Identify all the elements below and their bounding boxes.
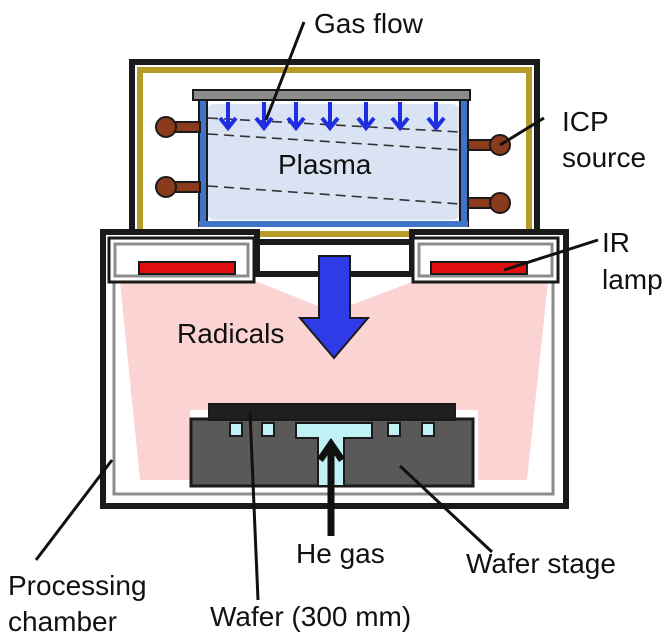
radical-glow bbox=[120, 282, 548, 480]
quartz-tube-left-wall bbox=[198, 97, 208, 227]
gas-flow-label: Gas flow bbox=[314, 8, 424, 39]
gas-flow-leader bbox=[264, 21, 306, 121]
leader-lines bbox=[34, 21, 599, 601]
gas-inlet-arrows bbox=[218, 102, 446, 132]
wafer-stage-label: Wafer stage bbox=[466, 548, 616, 579]
ir-lamp-right bbox=[411, 236, 560, 284]
he-gas-label: He gas bbox=[296, 538, 385, 569]
ir-lamp-label-line2: lamp bbox=[602, 264, 663, 295]
icp-source-label-line2: source bbox=[562, 142, 646, 173]
wafer-stage-leader bbox=[398, 464, 494, 554]
tube-top-lid bbox=[192, 89, 471, 101]
chamber-leader bbox=[34, 459, 114, 561]
plasma-boundary-dashed bbox=[207, 117, 461, 205]
wafer-leader bbox=[248, 411, 260, 601]
ir-lamp-left bbox=[107, 236, 256, 284]
ir-lamp-label-line1: IR bbox=[602, 227, 630, 258]
processing-chamber-label-line2: chamber bbox=[8, 606, 117, 636]
radical-flow-arrow bbox=[297, 255, 371, 360]
icp-source-leader bbox=[499, 116, 545, 147]
plasma-label: Plasma bbox=[278, 149, 372, 180]
plasma-tube bbox=[192, 89, 471, 227]
ir-lamp-leader bbox=[503, 238, 599, 272]
processing-chamber-label-line1: Processing bbox=[8, 570, 147, 601]
icp-source-label-line1: ICP bbox=[562, 106, 609, 137]
plasma-region bbox=[207, 104, 460, 220]
icp-coil bbox=[155, 116, 511, 214]
radicals-label: Radicals bbox=[177, 318, 284, 349]
wafer-label: Wafer (300 mm) bbox=[210, 601, 411, 632]
he-gas-arrow bbox=[317, 437, 345, 536]
wafer bbox=[208, 403, 456, 421]
quartz-tube-right-wall bbox=[459, 97, 469, 227]
